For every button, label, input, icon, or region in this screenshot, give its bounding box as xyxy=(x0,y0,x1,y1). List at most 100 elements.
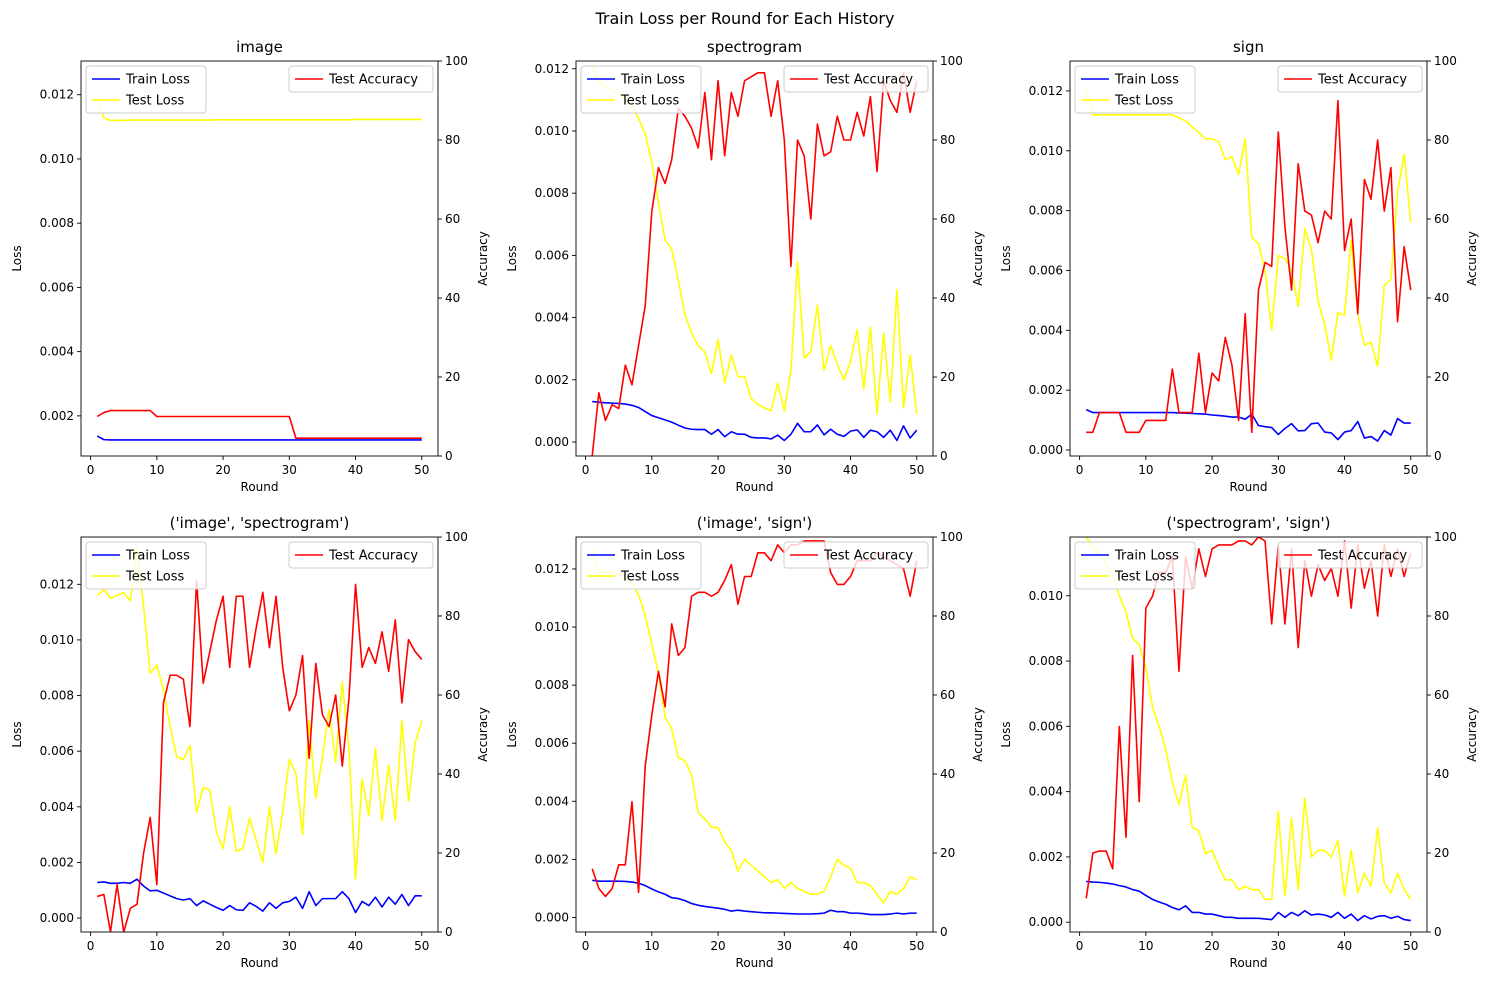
x-tick-label: 0 xyxy=(87,939,95,953)
legend-left: Train Loss Test Loss xyxy=(580,65,702,114)
series-line-test-accuracy xyxy=(96,409,422,440)
x-tick-label: 10 xyxy=(644,463,659,477)
y-tick-label: 0.000 xyxy=(535,910,569,924)
y-tick-label: 0.000 xyxy=(1029,915,1063,929)
y2-tick-label: 40 xyxy=(445,767,460,781)
subplot-1: 0 10 20 30 40 50 0.002 0.004 0.006 0.008 0.010 0.01… xyxy=(10,38,490,494)
x-tick-label: 40 xyxy=(348,463,363,477)
y-tick-label: 0.008 xyxy=(1029,654,1063,668)
x-tick-label: 0 xyxy=(87,463,95,477)
series-line-train-loss xyxy=(592,879,917,916)
legend-right-box xyxy=(288,541,434,569)
y-axis-label: Loss xyxy=(10,721,24,747)
y2-tick-label: 100 xyxy=(940,530,963,544)
y2-tick-label: 60 xyxy=(940,688,955,702)
y-tick-label: 0.004 xyxy=(1029,323,1063,337)
series-line-test-loss xyxy=(1085,537,1412,901)
y-tick-label: 0.002 xyxy=(40,409,74,423)
y2-axis-label: Accuracy xyxy=(476,707,490,762)
y2-tick-label: 100 xyxy=(445,530,468,544)
x-tick-label: 10 xyxy=(644,939,659,953)
legend-label-test-accuracy: Test Accuracy xyxy=(823,73,913,88)
legend-right: Test Accuracy xyxy=(783,65,929,93)
y2-tick-label: 80 xyxy=(1434,133,1449,147)
y2-axis-label: Accuracy xyxy=(971,231,985,286)
y-tick-label: 0.008 xyxy=(535,186,569,200)
legend-label-test-loss: Test Loss xyxy=(620,94,679,109)
series-line-train-loss xyxy=(1086,880,1411,922)
y-axis-label: Loss xyxy=(10,245,24,271)
y-tick-label: 0.000 xyxy=(535,435,569,449)
x-tick-label: 40 xyxy=(843,939,858,953)
y2-tick-label: 100 xyxy=(1434,54,1457,68)
subplot-6: 0 10 20 30 40 50 0.000 0.002 0.004 0.006 0.008 0.01… xyxy=(999,514,1479,970)
y2-axis-label: Accuracy xyxy=(1465,231,1479,286)
subplot-title: sign xyxy=(1233,38,1264,56)
x-tick-label: 0 xyxy=(1076,463,1084,477)
y2-tick-label: 100 xyxy=(445,54,468,68)
legend-right-box xyxy=(288,65,434,93)
y-tick-label: 0.012 xyxy=(40,88,74,102)
y-tick-label: 0.010 xyxy=(1029,144,1063,158)
x-tick-label: 20 xyxy=(1204,463,1219,477)
axes-frame xyxy=(80,536,439,933)
subplot-title: ('spectrogram', 'sign') xyxy=(1167,514,1331,532)
series-group xyxy=(591,65,918,456)
y-tick-label: 0.010 xyxy=(535,124,569,138)
legend-label-test-accuracy: Test Accuracy xyxy=(1317,73,1407,88)
x-tick-label: 30 xyxy=(282,939,297,953)
y-tick-label: 0.000 xyxy=(40,911,74,925)
x-tick-label: 40 xyxy=(348,939,363,953)
y2-tick-label: 100 xyxy=(940,54,963,68)
legend-label-train-loss: Train Loss xyxy=(620,73,685,88)
x-tick-label: 40 xyxy=(1337,939,1352,953)
legend-label-test-loss: Test Loss xyxy=(125,94,184,109)
subplot-4: 0 10 20 30 40 50 0.000 0.002 0.004 0.006 0.008 0.01… xyxy=(10,514,490,970)
legend-label-test-accuracy: Test Accuracy xyxy=(1317,549,1407,564)
y-axis-label: Loss xyxy=(999,245,1013,271)
y2-tick-label: 80 xyxy=(1434,609,1449,623)
y-tick-label: 0.004 xyxy=(535,311,569,325)
x-tick-label: 0 xyxy=(582,939,590,953)
x-tick-label: 10 xyxy=(149,463,164,477)
y-tick-label: 0.004 xyxy=(40,345,74,359)
y2-tick-label: 0 xyxy=(940,449,948,463)
y-tick-label: 0.010 xyxy=(1029,589,1063,603)
x-tick-label: 40 xyxy=(843,463,858,477)
y2-tick-label: 80 xyxy=(940,609,955,623)
legend-left-box xyxy=(1074,541,1196,590)
series-line-test-loss xyxy=(591,65,918,415)
legend-label-test-loss: Test Loss xyxy=(1114,570,1173,585)
x-tick-label: 20 xyxy=(710,463,725,477)
legend-label-train-loss: Train Loss xyxy=(125,549,190,564)
x-tick-label: 30 xyxy=(1271,939,1286,953)
y-tick-label: 0.012 xyxy=(535,562,569,576)
legend-label-train-loss: Train Loss xyxy=(1114,73,1179,88)
x-axis-label: Round xyxy=(1230,956,1268,970)
y2-tick-label: 20 xyxy=(1434,846,1449,860)
x-tick-label: 30 xyxy=(282,463,297,477)
y-tick-label: 0.006 xyxy=(535,248,569,262)
y2-tick-label: 40 xyxy=(445,291,460,305)
legend-left-box xyxy=(1074,65,1196,114)
legend-left-box xyxy=(580,65,702,114)
legend-label-test-loss: Test Loss xyxy=(620,570,679,585)
series-group xyxy=(1085,90,1412,442)
y2-tick-label: 60 xyxy=(445,212,460,226)
x-tick-label: 0 xyxy=(1076,939,1084,953)
y-tick-label: 0.006 xyxy=(40,280,74,294)
legend-right: Test Accuracy xyxy=(288,65,434,93)
y2-axis-label: Accuracy xyxy=(1465,707,1479,762)
series-line-test-accuracy xyxy=(1086,99,1412,434)
y2-tick-label: 20 xyxy=(940,846,955,860)
legend-left: Train Loss Test Loss xyxy=(1074,65,1196,114)
legend-right-box xyxy=(1277,541,1423,569)
y-tick-label: 0.012 xyxy=(1029,84,1063,98)
y2-tick-label: 100 xyxy=(1434,530,1457,544)
y2-tick-label: 20 xyxy=(1434,370,1449,384)
x-axis-label: Round xyxy=(736,480,774,494)
axes-frame xyxy=(575,536,934,933)
legend-label-train-loss: Train Loss xyxy=(620,549,685,564)
y2-tick-label: 40 xyxy=(940,291,955,305)
